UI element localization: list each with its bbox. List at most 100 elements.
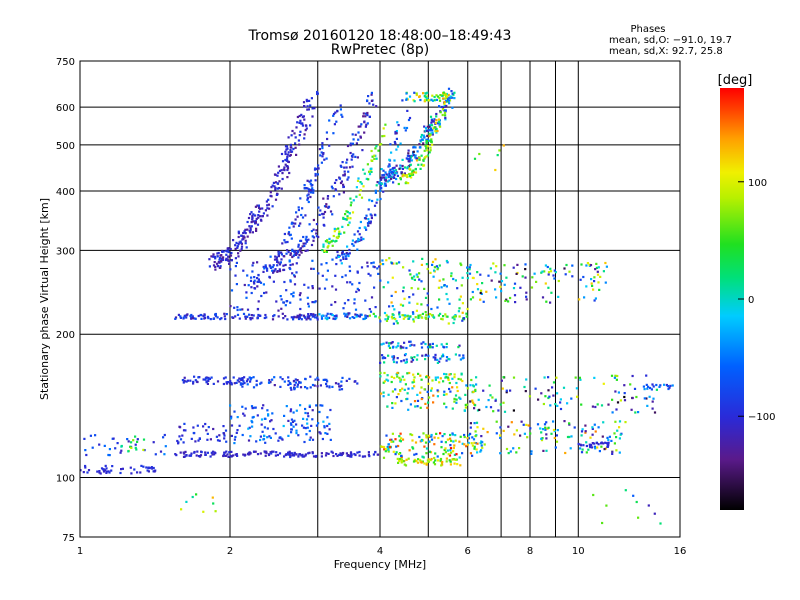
data-point (426, 154, 430, 157)
data-point (249, 231, 252, 234)
data-point (382, 127, 385, 130)
data-point (295, 126, 298, 129)
data-point (343, 312, 346, 315)
data-point (251, 217, 254, 220)
data-point (443, 372, 446, 376)
data-point (454, 279, 457, 282)
data-point (209, 438, 212, 441)
data-point (403, 341, 406, 344)
data-point (236, 313, 240, 316)
data-point (306, 194, 309, 197)
data-point (289, 279, 292, 282)
data-point (212, 253, 215, 256)
data-point (396, 121, 399, 124)
data-point (435, 94, 438, 97)
data-point (381, 445, 384, 448)
data-point (595, 262, 598, 265)
data-point (356, 287, 359, 290)
data-point (519, 434, 522, 437)
data-point (399, 176, 402, 180)
data-point (246, 228, 249, 231)
data-point (492, 410, 495, 413)
data-point (256, 261, 259, 264)
data-point (301, 124, 304, 127)
data-point (193, 317, 196, 320)
data-point (425, 462, 428, 465)
data-point (238, 317, 241, 320)
data-point (242, 235, 245, 238)
data-point (452, 446, 455, 450)
data-point (392, 358, 395, 361)
data-point (286, 167, 290, 170)
data-point (358, 450, 361, 454)
data-point (263, 267, 266, 270)
data-point (83, 437, 86, 440)
data-point (312, 228, 315, 231)
data-point (479, 442, 482, 445)
data-point (444, 451, 447, 454)
data-point (274, 454, 277, 457)
data-point (362, 168, 365, 171)
data-point (164, 445, 167, 448)
data-point (259, 215, 262, 218)
data-point (94, 434, 97, 437)
data-point (366, 99, 369, 102)
data-point (596, 273, 600, 276)
data-point (112, 437, 115, 440)
data-point (360, 196, 364, 199)
data-point (320, 452, 323, 455)
data-point (449, 460, 452, 463)
data-point (387, 393, 390, 396)
data-point (185, 500, 188, 503)
data-point (466, 443, 469, 446)
data-point (305, 418, 309, 421)
data-point (461, 276, 464, 279)
data-point (552, 274, 555, 277)
data-point (289, 146, 292, 149)
data-point (385, 173, 388, 176)
data-point (277, 165, 280, 168)
data-point (385, 341, 388, 344)
data-point (372, 261, 375, 264)
data-point (300, 113, 303, 116)
data-point (485, 290, 488, 293)
data-point (284, 304, 287, 307)
data-point (334, 382, 338, 385)
data-point (342, 191, 345, 194)
data-point (445, 342, 448, 345)
data-point (283, 280, 286, 284)
data-point (430, 121, 433, 124)
data-point (318, 213, 321, 216)
data-point (530, 286, 534, 289)
data-point (250, 291, 253, 295)
data-point (285, 157, 289, 161)
data-point (553, 277, 556, 280)
data-point (327, 452, 330, 455)
data-point (242, 269, 245, 272)
data-point (225, 382, 228, 385)
data-point (216, 262, 219, 265)
data-point (291, 272, 294, 275)
data-point (442, 106, 445, 109)
data-point (253, 287, 256, 290)
data-point (441, 353, 445, 356)
data-point (360, 123, 363, 126)
data-point (452, 450, 455, 453)
data-point (431, 94, 434, 97)
x-tick-label: 8 (527, 546, 533, 557)
data-point (489, 394, 492, 397)
data-point (356, 240, 359, 243)
data-point (210, 255, 213, 258)
data-point (341, 253, 344, 256)
data-point (525, 378, 528, 381)
data-point (349, 281, 352, 284)
data-point (451, 377, 454, 380)
data-point (442, 315, 445, 318)
data-point (479, 450, 482, 453)
data-point (436, 268, 439, 271)
data-point (521, 275, 524, 278)
data-point (372, 265, 375, 268)
data-point (400, 360, 403, 363)
data-point (415, 159, 419, 162)
data-point (298, 453, 301, 456)
